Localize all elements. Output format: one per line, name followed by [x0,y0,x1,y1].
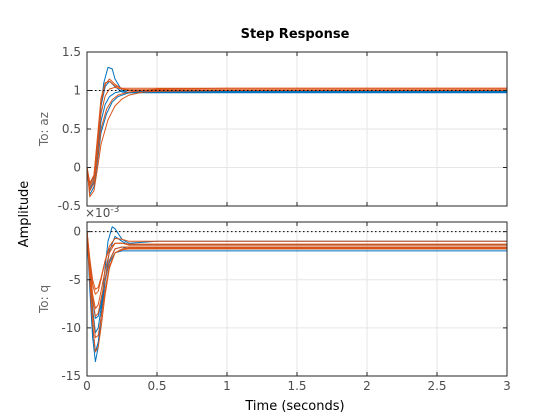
exponent-base: ×10 [85,206,110,220]
response-line-q [86,231,507,290]
subplot-q-series [86,226,507,363]
y-tick-label-az: 1.5 [62,45,81,59]
output-label-q: To: q [37,285,51,314]
exponent-power: -3 [110,205,119,215]
y-tick-label-q: 0 [73,225,81,239]
subplot-az-series [86,66,507,198]
chart-title: Step Response [241,27,350,42]
x-tick-label: 0.5 [147,379,166,393]
x-tick-label: 1.5 [287,379,306,393]
y-tick-label-q: -10 [61,321,81,335]
y-tick-label-az: 1 [73,84,81,98]
subplot-az: -0.5 0 0.5 1 1.5 To: az [37,45,508,213]
x-tick-label: 3 [503,379,511,393]
x-axis-label: Time (seconds) [244,399,344,414]
x-tick-label: 2 [363,379,371,393]
subplot-az-grid [86,51,508,207]
subplot-az-ticks: -0.5 0 0.5 1 1.5 [58,45,508,213]
y-tick-label-az: -0.5 [58,199,81,213]
subplot-q: 0 0.5 1 1.5 2 2.5 3 -15 -10 -5 0 To: q ×10-3 [37,205,511,393]
x-tick-label: 2.5 [427,379,446,393]
x-tick-label: 1 [223,379,231,393]
y-axis-label: Amplitude [17,181,32,248]
response-line-q [86,231,507,338]
response-line-az [86,86,507,188]
response-line-az [86,90,507,195]
x-tick-label: 0 [83,379,91,393]
response-line-q [86,231,507,317]
response-line-az [86,80,507,185]
output-label-az: To: az [37,112,51,147]
y-tick-label-az: 0.5 [62,122,81,136]
subplot-q-ticks: 0 0.5 1 1.5 2 2.5 3 -15 -10 -5 0 [61,222,511,393]
response-line-q [86,231,507,310]
response-line-q [86,231,507,353]
exponent-label: ×10-3 [85,205,119,220]
response-line-q [86,231,507,295]
y-tick-label-q: -15 [61,369,81,383]
y-tick-label-q: -5 [69,273,81,287]
y-tick-label-az: 0 [73,161,81,175]
